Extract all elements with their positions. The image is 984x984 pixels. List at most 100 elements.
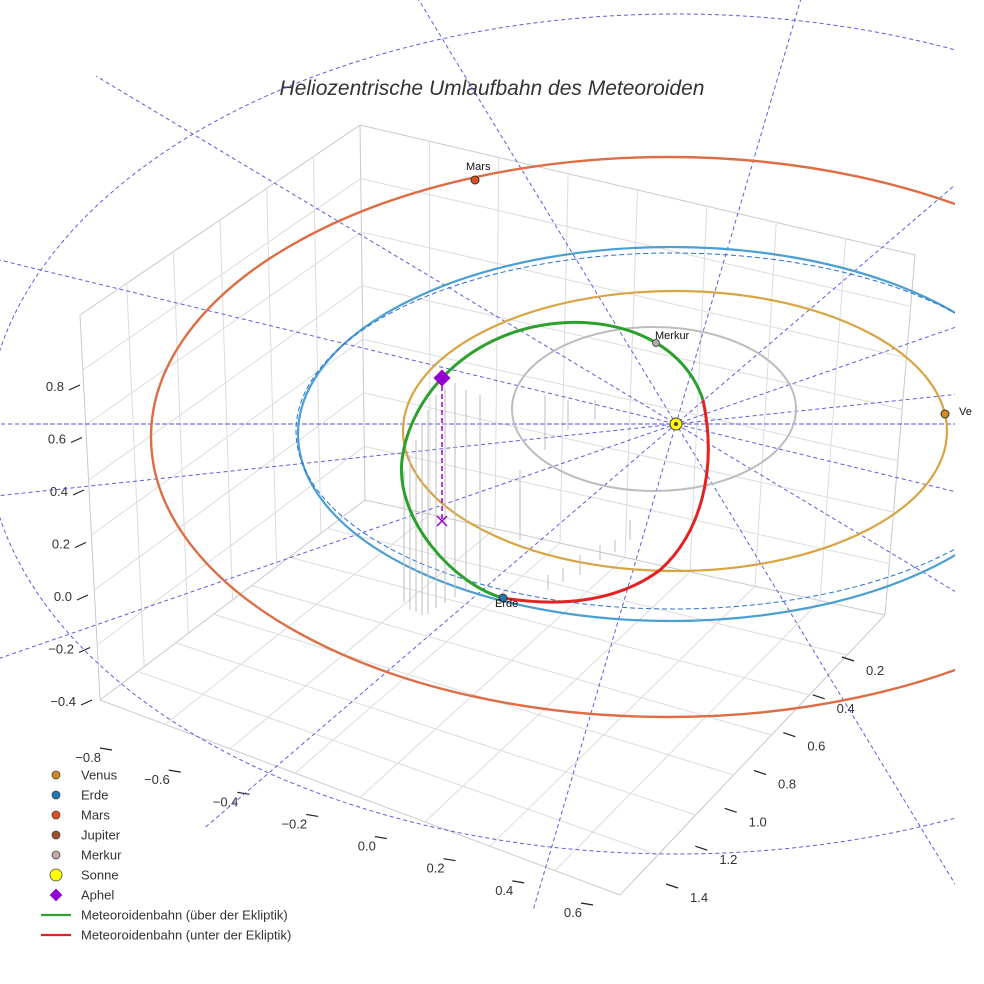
sonne-center [674, 422, 678, 426]
grid-line [494, 157, 500, 529]
y-tick-mark [665, 883, 679, 889]
grid-line [126, 283, 145, 667]
legend-item: Venus [51, 768, 118, 783]
y-tick-mark [724, 807, 737, 813]
x-tick-label: 0.6 [564, 905, 582, 920]
x-tick-label: 0.0 [358, 839, 376, 854]
grid-line [359, 557, 626, 798]
z-tick-mark [78, 646, 91, 654]
z-tick-mark [74, 541, 87, 549]
grid-line [327, 528, 848, 656]
legend-diamond-marker [49, 888, 63, 902]
z-tick-mark [68, 384, 81, 391]
y-tick-label: 0.2 [866, 663, 884, 678]
x-tick-mark [374, 835, 387, 840]
y-tick-label: 1.4 [690, 890, 708, 905]
legend-dot-marker [51, 830, 61, 840]
legend-dot-marker [51, 810, 61, 820]
z-tick-mark [80, 699, 93, 706]
meteoroid-orbit-below [502, 399, 710, 604]
legend-label: Jupiter [81, 828, 121, 843]
legend-dot-marker [51, 790, 61, 800]
y-tick-mark [783, 732, 796, 738]
x-tick-label: 0.2 [426, 861, 444, 876]
legend-label: Meteoroidenbahn (unter der Ekliptik) [81, 928, 291, 943]
grid-line [754, 222, 777, 587]
legend-item: Merkur [51, 848, 122, 863]
plot-area [0, 0, 955, 909]
grid-line [266, 188, 278, 567]
x-tick-mark [443, 858, 456, 862]
grid-line [219, 219, 233, 601]
venus-orbit [401, 289, 949, 573]
grid-line [559, 173, 569, 544]
grid-line [91, 338, 898, 536]
merkur-orbit [511, 326, 797, 492]
y-tick-label: 1.2 [719, 852, 737, 867]
ecliptic-reference-line [0, 259, 955, 493]
grid-line [82, 178, 911, 371]
legend-item: Sonne [49, 868, 119, 883]
back-bottom-edge [99, 499, 886, 701]
aphel-projection-cross [436, 515, 448, 527]
legend-label: Mars [81, 808, 110, 823]
box-vertical-edge [79, 314, 101, 701]
legend-item: Mars [51, 808, 110, 823]
legend-label: Sonne [81, 868, 119, 883]
grid-line [137, 670, 659, 856]
grid-line [424, 571, 691, 823]
legend-item: Meteoroidenbahn (über der Ekliptik) [41, 908, 288, 923]
x-tick-mark [237, 791, 250, 795]
y-tick-mark [841, 656, 855, 662]
x-tick-label: −0.6 [144, 772, 170, 787]
x-tick-mark [168, 769, 181, 773]
legend-label: Venus [81, 768, 118, 783]
x-tick-mark [580, 902, 594, 906]
legend-item: Meteoroidenbahn (unter der Ekliptik) [41, 928, 291, 943]
x-tick-mark [99, 747, 113, 751]
x-tick-label: −0.4 [213, 794, 239, 809]
aphel-marker [433, 369, 451, 387]
z-tick-mark [72, 489, 85, 496]
x-tick-mark [512, 880, 525, 884]
grid-line [624, 189, 638, 558]
venus-marker [940, 409, 950, 419]
grid-line [428, 141, 431, 515]
chart-title: Heliozentrische Umlaufbahn des Meteoroid… [280, 77, 705, 100]
erde-orbit [297, 245, 955, 623]
x-tick-label: −0.8 [75, 750, 101, 765]
erde-marker [498, 593, 508, 603]
y-tick-label: 0.6 [807, 739, 825, 754]
grid-line [289, 556, 810, 696]
mars-marker [470, 175, 480, 185]
erde-orbit-reference [295, 252, 955, 610]
ecliptic-reference-line [533, 0, 802, 909]
legend-item: Aphel [49, 888, 114, 903]
y-tick-label: 0.8 [778, 777, 796, 792]
legend: Venus Erde Mars Jupiter Merkur Sonne Aphel Mete… [41, 768, 291, 943]
box-vertical-edge [359, 124, 366, 501]
y-tick-mark [695, 845, 708, 851]
grid-line [85, 231, 907, 426]
z-tick-label: 0.6 [48, 432, 66, 447]
box-vertical-edge [884, 254, 916, 616]
grid-line [88, 285, 903, 481]
axes-3d-box: −0.4 −0.2 0.0 0.2 0.4 0.6 0.8 −0.8 −0.6 −0.4 −0.2 0… [46, 124, 916, 920]
mars-orbit [149, 155, 955, 719]
y-tick-mark [753, 769, 767, 776]
y-tick-label: 0.4 [837, 701, 855, 716]
x-tick-label: −0.2 [281, 816, 307, 831]
x-tick-mark [306, 813, 319, 818]
legend-label: Aphel [81, 888, 114, 903]
erde-label: Erde [495, 598, 518, 610]
front-right-edge [619, 614, 886, 896]
z-tick-label: −0.4 [50, 694, 76, 709]
point-labels: Mars Merkur Erde Ve [466, 161, 972, 610]
grid-line [213, 613, 734, 776]
legend-dot-marker [51, 770, 61, 780]
grid-line [164, 513, 431, 725]
ecliptic-reference-line [205, 184, 955, 828]
legend-item: Erde [51, 788, 108, 803]
grid-line [819, 238, 847, 601]
